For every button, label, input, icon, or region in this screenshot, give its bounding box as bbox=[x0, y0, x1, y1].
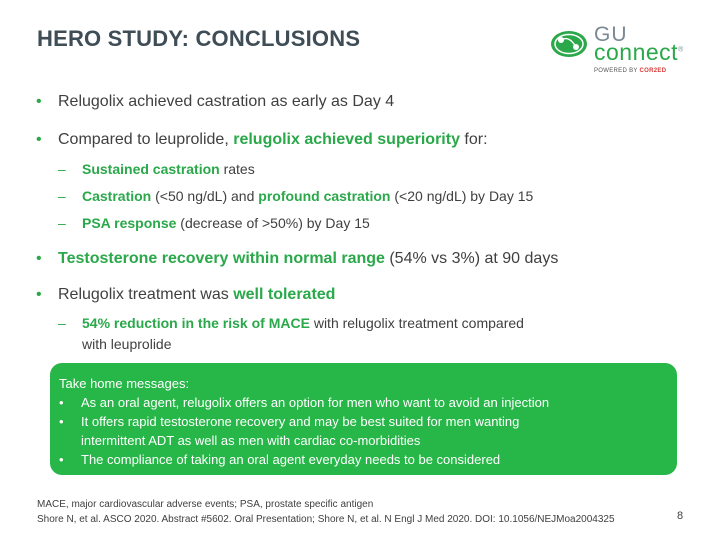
take-home-heading: Take home messages: bbox=[59, 376, 190, 391]
bullet-testosterone-recovery: • Testosterone recovery within normal ran… bbox=[36, 250, 559, 267]
sub-mace-reduction-cont: with leuprolide bbox=[82, 336, 172, 352]
page-number: 8 bbox=[677, 510, 684, 522]
bullet-castration-day4: • Relugolix achieved castration as early … bbox=[36, 93, 395, 110]
take-home-item: • The compliance of taking an oral agent … bbox=[59, 452, 501, 467]
sub-sustained-castration: – Sustained castration rates bbox=[58, 161, 255, 177]
logo-powered-by: POWERED BY COR2ED bbox=[594, 68, 667, 74]
page-title: HERO STUDY: CONCLUSIONS bbox=[37, 26, 361, 51]
abbreviations: MACE, major cardiovascular adverse event… bbox=[37, 499, 374, 510]
logo-gu: GU bbox=[594, 23, 628, 46]
sub-mace-reduction: –54% reduction in the risk of MACE with … bbox=[58, 315, 524, 331]
sub-psa-response: – PSA response (decrease of >50%) by Day … bbox=[58, 215, 370, 231]
take-home-item: • It offers rapid testosterone recovery a… bbox=[59, 414, 520, 429]
gu-connect-logo: GU connect® POWERED BY COR2ED bbox=[549, 23, 699, 80]
sub-castration-day15: – Castration (<50 ng/dL) and profound cas… bbox=[58, 188, 534, 204]
references: Shore N, et al. ASCO 2020. Abstract #560… bbox=[37, 514, 615, 525]
logo-connect: connect® bbox=[594, 39, 684, 65]
bullet-well-tolerated: • Relugolix treatment was well tolerated bbox=[36, 286, 336, 303]
take-home-item-cont: intermittent ADT as well as men with car… bbox=[81, 433, 421, 448]
footnotes: MACE, major cardiovascular adverse event… bbox=[37, 497, 615, 527]
bullet-superiority: • Compared to leuprolide, relugolix achie… bbox=[36, 131, 488, 148]
take-home-item: • As an oral agent, relugolix offers an o… bbox=[59, 395, 550, 410]
globe-icon bbox=[551, 31, 587, 57]
take-home-box: Take home messages: • As an oral agent, r… bbox=[50, 363, 677, 475]
